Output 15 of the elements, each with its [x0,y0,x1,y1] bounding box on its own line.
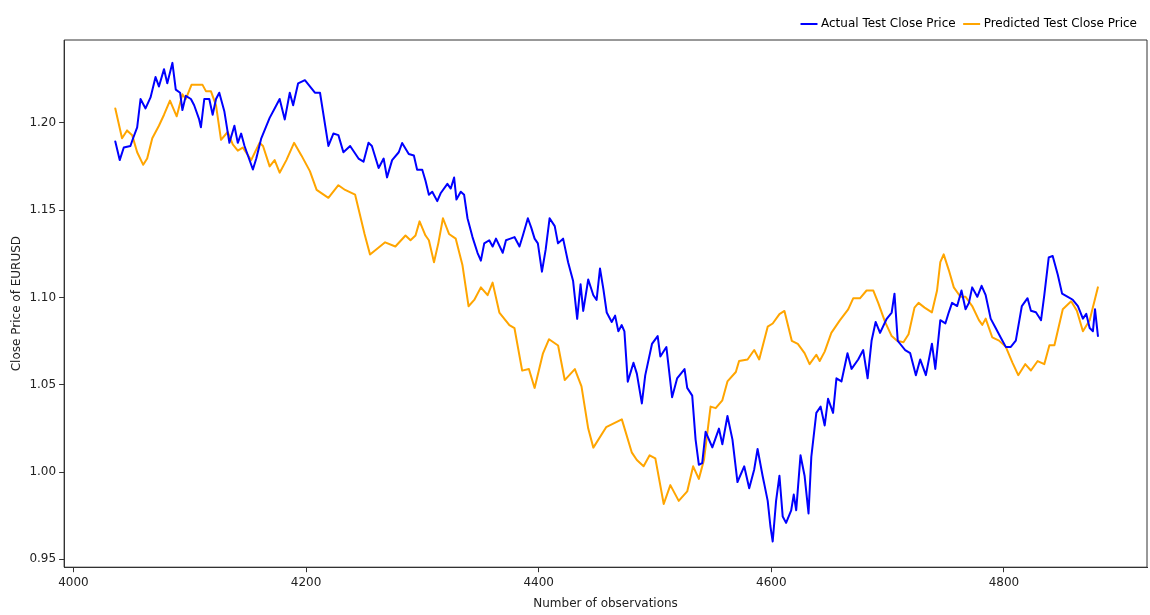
x-tick-label: 4400 [523,574,554,589]
x-tick-label: 4600 [756,574,787,589]
y-tick-label: 1.10 [29,289,57,304]
x-tick-label: 4000 [58,574,89,589]
x-tick-label: 4200 [290,574,322,589]
y-axis-title: Close Price of EURUSD [9,235,24,372]
legend-label: Actual Test Close Price [821,16,956,31]
y-tick-label: 1.15 [29,202,57,217]
x-axis-title: Number of observations [533,595,678,610]
y-tick-label: 0.95 [29,551,57,566]
y-tick-label: 1.00 [29,464,57,479]
x-tick-label: 4800 [988,574,1020,589]
y-tick-label: 1.05 [29,376,57,391]
legend-label: Predicted Test Close Price [983,16,1138,31]
y-tick-label: 1.20 [29,115,57,130]
